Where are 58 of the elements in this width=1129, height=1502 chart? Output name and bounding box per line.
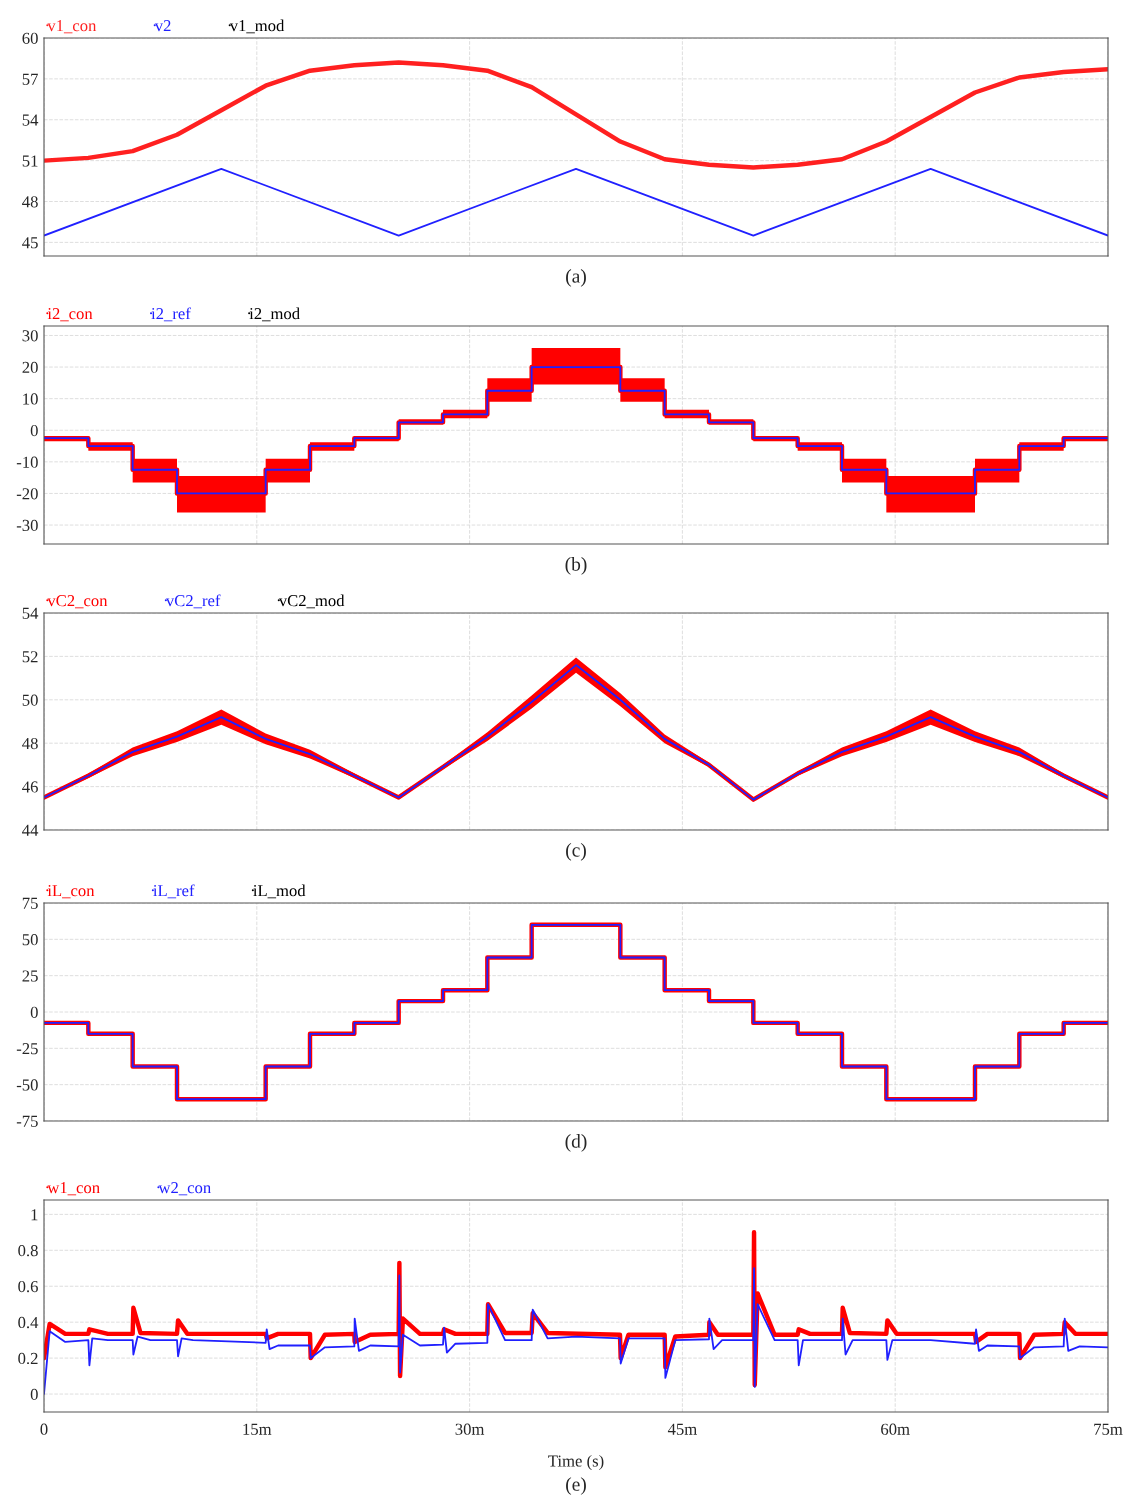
y-tick-label: 0.4: [18, 1316, 39, 1329]
legend-label: w1_con: [47, 1182, 100, 1196]
legend-label: vC2_con: [47, 595, 108, 609]
text: (d): [565, 1134, 587, 1152]
legend-label: iL_con: [47, 885, 95, 899]
x-axis-title: Time (s): [548, 1454, 604, 1471]
y-tick-label: -75: [16, 1115, 38, 1127]
y-tick-label: -20: [16, 488, 38, 500]
y-tick-label: 20: [22, 361, 38, 374]
x-tick-label: 75m: [1094, 1423, 1123, 1435]
y-tick-label: 25: [22, 970, 38, 982]
y-tick-label: 1: [31, 1209, 38, 1221]
y-tick-label: 45: [22, 237, 38, 249]
y-tick-label: 50: [22, 694, 38, 706]
y-tick-label: 0.2: [18, 1352, 38, 1365]
y-tick-label: -30: [16, 519, 38, 531]
legend-label: v1_mod: [229, 19, 285, 34]
y-tick-label: 0.6: [18, 1280, 38, 1293]
text: (b): [565, 557, 587, 575]
legend-label: iL_ref: [153, 884, 195, 899]
y-tick-label: 54: [22, 607, 39, 619]
x-tick-label: 0: [40, 1423, 48, 1435]
y-tick-label: -50: [16, 1079, 38, 1091]
y-tick-label: 0: [30, 424, 38, 437]
y-tick-label: 46: [22, 781, 38, 793]
y-tick-label: 48: [22, 196, 38, 208]
legend-label: v1_con: [47, 20, 97, 34]
text: (a): [566, 269, 586, 287]
y-tick-label: 10: [23, 393, 38, 405]
legend-label: i2_mod: [249, 307, 300, 322]
y-tick-label: -10: [16, 456, 38, 468]
text: (e): [566, 1477, 586, 1495]
y-tick-label: 75: [22, 897, 38, 909]
y-tick-label: 44: [22, 824, 39, 836]
legend-label: i2_ref: [151, 307, 191, 322]
y-tick-label: 0: [30, 1006, 38, 1018]
y-tick-label: 50: [22, 934, 38, 946]
legend-label: v2: [154, 20, 171, 32]
x-tick-label: 15m: [243, 1423, 272, 1435]
y-tick-label: 0: [30, 1388, 38, 1400]
x-tick-label: 60m: [881, 1423, 910, 1435]
legend-label: iL_mod: [253, 884, 306, 899]
y-tick-label: 48: [22, 737, 38, 750]
y-tick-label: 57: [22, 73, 38, 85]
y-tick-label: 52: [22, 651, 38, 663]
legend-label: i2_con: [47, 308, 93, 322]
text: (c): [566, 843, 586, 861]
y-tick-label: -25: [16, 1043, 38, 1055]
y-tick-label: 0.8: [18, 1245, 38, 1257]
y-tick-label: 54: [22, 114, 39, 126]
legend-label: vC2_ref: [165, 594, 221, 609]
y-tick-label: 51: [22, 155, 38, 167]
x-tick-label: 45m: [667, 1423, 697, 1435]
x-tick-label: 30m: [455, 1423, 485, 1435]
legend-label: w2_con: [158, 1182, 211, 1196]
y-tick-label: 30: [22, 330, 38, 342]
legend-label: vC2_mod: [278, 594, 345, 609]
y-tick-label: 60: [22, 32, 38, 44]
